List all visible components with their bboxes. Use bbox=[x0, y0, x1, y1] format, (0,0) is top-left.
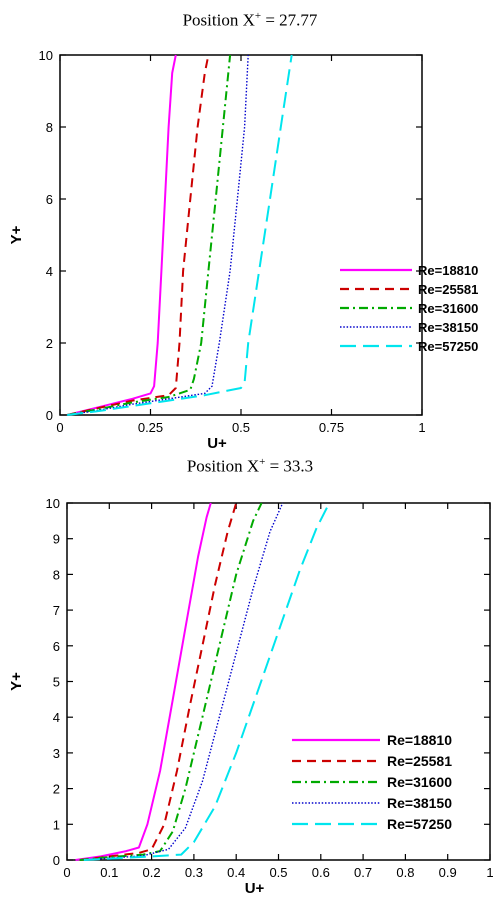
chart-2-x-tick-label: 0.6 bbox=[312, 865, 330, 880]
chart-1-x-tick-label: 0 bbox=[56, 420, 63, 435]
chart-1-title-suffix: = 27.77 bbox=[261, 10, 318, 30]
chart-2-legend-label-2: Re=25581 bbox=[387, 753, 452, 769]
chart-2-x-tick-label: 0.7 bbox=[354, 865, 372, 880]
chart-1-y-tick-label: 4 bbox=[46, 264, 53, 279]
chart-1-legend-label-3: Re=31600 bbox=[418, 301, 478, 316]
chart-1-title-sup: + bbox=[254, 10, 262, 22]
chart-2-x-tick-label: 0.2 bbox=[143, 865, 161, 880]
chart-1-y-tick-label: 6 bbox=[46, 192, 53, 207]
chart-2-y-tick-label: 10 bbox=[46, 496, 60, 511]
chart-2-y-tick-label: 7 bbox=[53, 603, 60, 618]
chart-2-series-line-4 bbox=[83, 502, 284, 861]
chart-2-x-tick-label: 1 bbox=[486, 865, 493, 880]
chart-2-legend-label-3: Re=31600 bbox=[387, 774, 452, 790]
chart-2-y-tick-label: 9 bbox=[53, 532, 60, 547]
chart-2-series-line-3 bbox=[79, 502, 263, 861]
chart-2-y-axis-label: Y+ bbox=[8, 672, 25, 691]
chart-1-y-tick-label: 0 bbox=[46, 408, 53, 423]
chart-1-legend-label-4: Re=38150 bbox=[418, 320, 478, 335]
chart-2-legend-label-1: Re=18810 bbox=[387, 732, 452, 748]
chart-2-y-tick-label: 5 bbox=[53, 675, 60, 690]
chart-2-y-tick-label: 3 bbox=[53, 746, 60, 761]
chart-1-plot-frame bbox=[59, 54, 423, 416]
chart-2-series-line-1 bbox=[75, 502, 212, 861]
chart-2-y-tick-label: 6 bbox=[53, 639, 60, 654]
chart-1-y-tick-label: 10 bbox=[39, 48, 53, 63]
chart-1-legend-label-5: Re=57250 bbox=[418, 339, 478, 354]
chart-1-series-line-2 bbox=[66, 54, 210, 416]
chart-1-x-tick-label: 0.75 bbox=[319, 420, 344, 435]
chart-1-title-prefix: Position X bbox=[182, 10, 255, 30]
chart-2-title-prefix: Position X bbox=[186, 456, 260, 476]
chart-1-y-axis-label: Y+ bbox=[8, 225, 25, 244]
chart-1-series-line-5 bbox=[67, 54, 293, 416]
chart-2-title-sup: + bbox=[259, 456, 266, 468]
chart-2-legend-label-4: Re=38150 bbox=[387, 795, 452, 811]
chart-1-x-tick-label: 0.25 bbox=[138, 420, 163, 435]
chart-2-title: Position X+ = 33.3 bbox=[0, 456, 500, 477]
chart-1-legend-label-2: Re=25581 bbox=[418, 282, 478, 297]
chart-2-y-tick-label: 4 bbox=[53, 710, 60, 725]
chart-2-series-line-5 bbox=[83, 502, 331, 861]
chart-1-series-line-4 bbox=[67, 54, 249, 416]
chart-2-x-tick-label: 0.8 bbox=[396, 865, 414, 880]
chart-1-title: Position X+ = 27.77 bbox=[0, 10, 500, 31]
chart-1-y-tick-label: 2 bbox=[46, 336, 53, 351]
chart-2-x-tick-label: 0 bbox=[63, 865, 70, 880]
chart-2-x-tick-label: 0.4 bbox=[227, 865, 245, 880]
chart-2-x-tick-label: 0.3 bbox=[185, 865, 203, 880]
chart-2-title-suffix: = 33.3 bbox=[265, 456, 314, 476]
chart-1-x-tick-label: 1 bbox=[418, 420, 425, 435]
chart-1-legend-label-1: Re=18810 bbox=[418, 263, 478, 278]
chart-1-y-tick-label: 8 bbox=[46, 120, 53, 135]
chart-2-y-tick-label: 2 bbox=[53, 782, 60, 797]
chart-1-x-axis-label: U+ bbox=[207, 435, 227, 452]
chart-2-x-axis-label: U+ bbox=[245, 880, 265, 897]
chart-2-x-tick-label: 0.5 bbox=[269, 865, 287, 880]
chart-2-x-tick-label: 0.9 bbox=[439, 865, 457, 880]
chart-2-y-tick-label: 8 bbox=[53, 567, 60, 582]
chart-2-y-tick-label: 0 bbox=[53, 853, 60, 868]
chart-2-x-tick-label: 0.1 bbox=[100, 865, 118, 880]
chart-1-series-line-3 bbox=[67, 54, 232, 416]
chart-2-y-tick-label: 1 bbox=[53, 817, 60, 832]
chart-1-series-line-1 bbox=[66, 54, 177, 416]
chart-2-series-line-2 bbox=[79, 502, 238, 861]
chart-2-legend-label-5: Re=57250 bbox=[387, 816, 452, 832]
chart-1-x-tick-label: 0.5 bbox=[232, 420, 250, 435]
